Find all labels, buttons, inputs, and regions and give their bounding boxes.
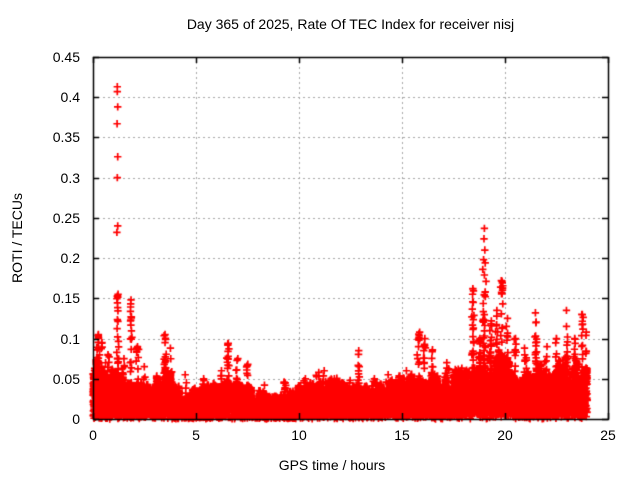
- y-tick-label: 0.3: [60, 169, 80, 186]
- y-tick-label: 0.15: [52, 290, 80, 307]
- chart-title: Day 365 of 2025, Rate Of TEC Index for r…: [186, 16, 515, 32]
- y-tick-label: 0.35: [52, 129, 80, 146]
- x-tick-label: 20: [497, 427, 513, 443]
- x-axis-label: GPS time / hours: [278, 457, 386, 473]
- y-axis-label: ROTI / TECUs: [9, 193, 25, 283]
- x-tick-label: 25: [600, 427, 616, 443]
- x-tick-label: 0: [89, 427, 97, 443]
- y-tick-label: 0.05: [52, 370, 80, 387]
- x-tick-label: 10: [291, 427, 307, 443]
- x-tick-label: 15: [394, 427, 410, 443]
- x-tick-label: 5: [192, 427, 200, 443]
- y-tick-label: 0.2: [60, 250, 80, 267]
- y-tick-label: 0.4: [60, 89, 80, 106]
- y-tick-label: 0.1: [60, 330, 80, 347]
- y-tick-label: 0.25: [52, 209, 80, 226]
- y-tick-label: 0: [72, 411, 80, 427]
- y-tick-label: 0.45: [52, 49, 80, 65]
